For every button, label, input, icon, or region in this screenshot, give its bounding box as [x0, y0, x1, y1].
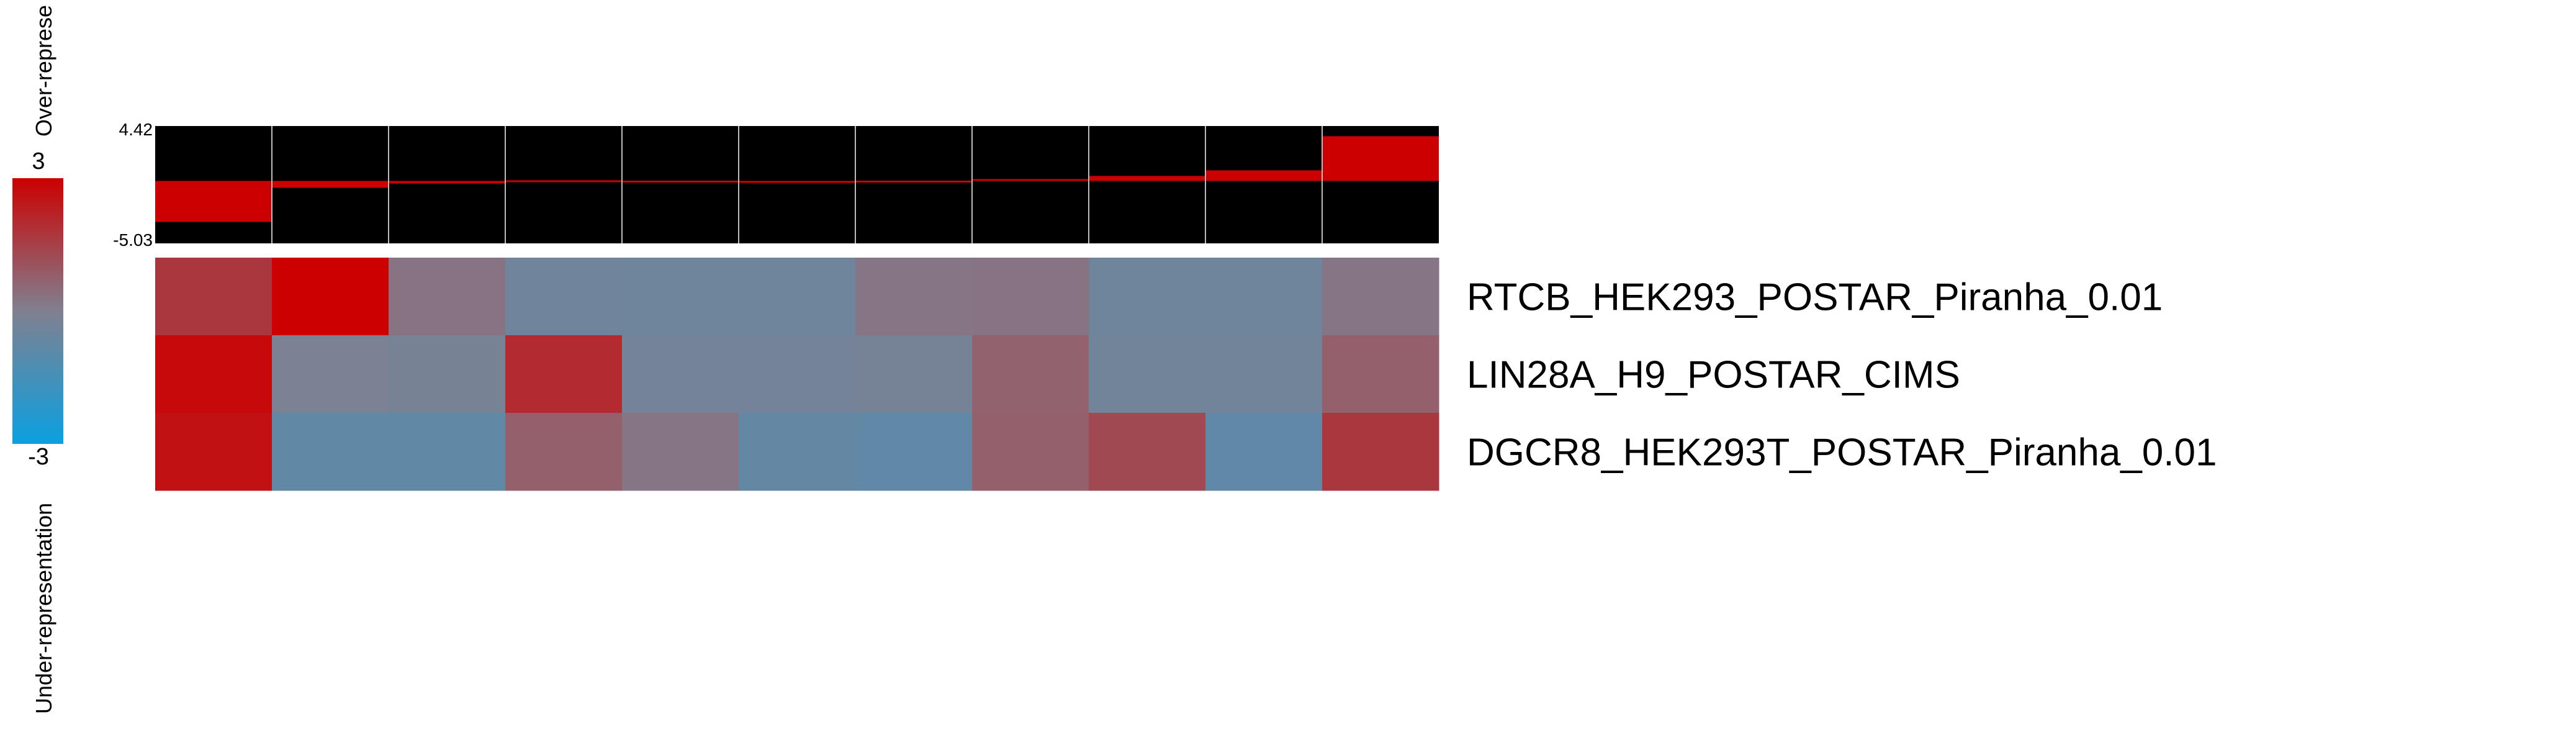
heatmap-cell	[1089, 335, 1206, 413]
heatmap-cell	[855, 335, 973, 413]
row-label: LIN28A_H9_POSTAR_CIMS	[1467, 354, 1960, 397]
heatmap-cell	[1205, 413, 1323, 491]
legend-bottom-label: Under-representation	[31, 503, 56, 714]
heatmap-cell	[622, 335, 739, 413]
heatmap-cell	[1089, 413, 1206, 491]
heatmap-cell	[622, 413, 739, 491]
heatmap-cell	[155, 258, 272, 336]
heatmap-cell	[505, 413, 623, 491]
bar-5	[622, 181, 739, 183]
heatmap-cell	[1205, 335, 1323, 413]
heatmap-cell	[272, 335, 389, 413]
legend-top-label: Over-represe	[31, 5, 56, 137]
row-labels: RTCB_HEK293_POSTAR_Piranha_0.01 LIN28A_H9…	[1467, 276, 2217, 474]
heatmap-cell	[272, 413, 389, 491]
bar-4	[505, 180, 622, 183]
bar-panel: 4.42 -5.03	[113, 120, 1439, 250]
heatmap-cell	[1205, 258, 1323, 336]
bar-6	[739, 181, 855, 183]
heatmap-cell	[972, 258, 1089, 336]
heatmap-cell	[505, 258, 623, 336]
heatmap-grid	[155, 258, 1439, 491]
heatmap-cell	[739, 413, 856, 491]
legend-min-label: -3	[28, 444, 49, 470]
row-label: RTCB_HEK293_POSTAR_Piranha_0.01	[1467, 276, 2163, 319]
bar-axis-min-label: -5.03	[113, 230, 153, 250]
heatmap-cell	[739, 335, 856, 413]
bar-1	[155, 181, 272, 222]
heatmap-cell	[739, 258, 856, 336]
heatmap-cell	[1322, 258, 1439, 336]
heatmap-cell	[972, 413, 1089, 491]
bar-3	[389, 181, 505, 184]
heatmap-cell	[155, 335, 272, 413]
heatmap-cell	[272, 258, 389, 336]
bar-2	[272, 181, 389, 188]
heatmap-cell	[972, 335, 1089, 413]
legend-max-label: 3	[32, 148, 45, 174]
bar-9	[1089, 176, 1205, 181]
bar-7	[855, 181, 972, 183]
heatmap-cell	[1322, 413, 1439, 491]
bar-axis-max-label: 4.42	[119, 120, 153, 139]
heatmap-cell	[155, 413, 272, 491]
heatmap-cell	[855, 258, 973, 336]
heatmap-cell	[1089, 258, 1206, 336]
legend-color-bar	[12, 178, 63, 444]
heatmap-cell	[389, 413, 506, 491]
bar-11	[1322, 136, 1439, 181]
bar-10	[1205, 170, 1322, 181]
heatmap-cell	[505, 335, 623, 413]
heatmap-cell	[622, 258, 739, 336]
heatmap-cell	[855, 413, 973, 491]
heatmap-cell	[1322, 335, 1439, 413]
heatmap-cell	[389, 335, 506, 413]
heatmap-cell	[389, 258, 506, 336]
color-legend: Over-represe 3 -3 Under-representation	[12, 5, 63, 714]
bar-8	[972, 179, 1089, 181]
row-label: DGCR8_HEK293T_POSTAR_Piranha_0.01	[1467, 431, 2217, 474]
